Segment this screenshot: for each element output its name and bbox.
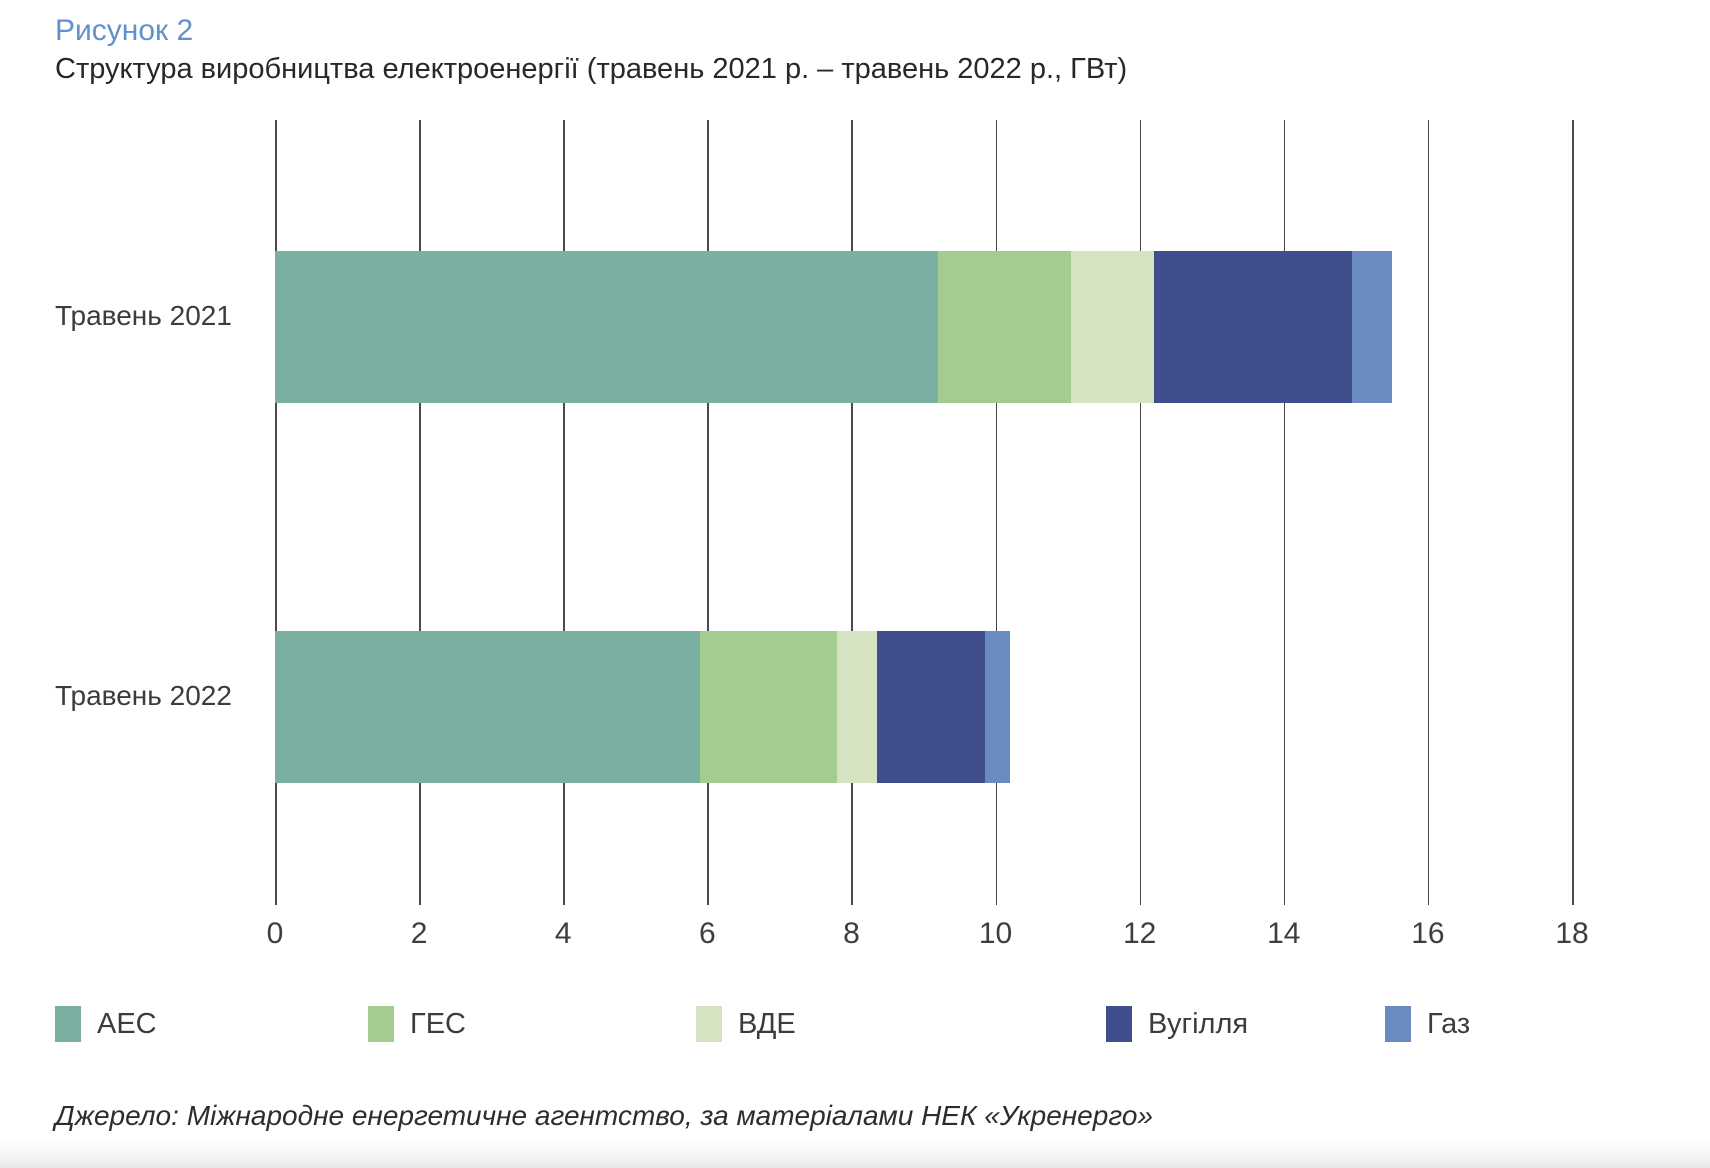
gridline-x-18 (1572, 120, 1574, 905)
x-tick-label-0: 0 (266, 917, 284, 950)
figure-label: Рисунок 2 (55, 14, 194, 47)
gridline-x-8 (851, 120, 853, 905)
bar-segment-АЕС-Травень-2022 (275, 631, 701, 783)
x-tick-label-4: 4 (554, 917, 572, 950)
gridline-x-4 (563, 120, 565, 905)
x-tick-label-8: 8 (843, 917, 860, 950)
page-bottom-shadow (0, 1140, 1710, 1168)
x-tick-label-12: 12 (1122, 917, 1157, 950)
x-tick-label-2: 2 (410, 917, 428, 950)
gridline-x-6 (707, 120, 709, 905)
x-tick-label-14: 14 (1267, 917, 1301, 950)
category-label-2: Травень 2022 (55, 680, 232, 711)
x-tick-label-10: 10 (978, 917, 1013, 950)
legend-label-Вугілля: Вугілля (1148, 1007, 1249, 1040)
bar-segment-ВДЕ-Травень-2022 (837, 631, 877, 783)
gridline-x-14 (1283, 120, 1286, 905)
legend-item-ГЕС: ГЕС (368, 1006, 466, 1042)
bar-segment-Вугілля-Травень-2021 (1154, 251, 1353, 403)
legend-item-АЕС: АЕС (55, 1006, 157, 1042)
gridline-x-12 (1139, 120, 1142, 905)
legend-label-ГЕС: ГЕС (410, 1007, 466, 1040)
bar-segment-Вугілля-Травень-2022 (876, 631, 985, 783)
gridline-x-0 (275, 120, 277, 905)
bar-row-2 (275, 631, 1572, 783)
legend-item-Вугілля: Вугілля (1106, 1006, 1248, 1042)
bar-segment-Газ-Травень-2022 (984, 631, 1010, 783)
legend-swatch-Вугілля (1106, 1006, 1132, 1042)
bar-segment-Газ-Травень-2021 (1352, 251, 1392, 403)
x-tick-label-6: 6 (698, 917, 716, 950)
gridline-x-2 (419, 120, 421, 905)
plot-area (275, 120, 1574, 905)
source-note: Джерело: Міжнародне енергетичне агентств… (55, 1100, 1153, 1131)
legend-label-ВДЕ: ВДЕ (738, 1007, 796, 1040)
legend-swatch-Газ (1385, 1006, 1411, 1042)
legend-item-ВДЕ: ВДЕ (696, 1006, 796, 1042)
bar-segment-ГЕС-Травень-2022 (700, 631, 838, 783)
x-tick-label-18: 18 (1555, 917, 1589, 950)
bar-segment-АЕС-Травень-2021 (275, 251, 938, 403)
bar-segment-ВДЕ-Травень-2021 (1071, 251, 1155, 403)
bar-row-1 (275, 251, 1572, 403)
legend-swatch-ВДЕ (696, 1006, 722, 1042)
legend-swatch-ГЕС (368, 1006, 394, 1042)
x-tick-label-16: 16 (1411, 917, 1445, 950)
gridline-x-16 (1427, 120, 1430, 905)
bar-segment-ГЕС-Травень-2021 (937, 251, 1072, 403)
legend-label-Газ: Газ (1427, 1007, 1471, 1040)
category-label-1: Травень 2021 (55, 300, 232, 331)
legend-label-АЕС: АЕС (97, 1007, 157, 1040)
legend-item-Газ: Газ (1385, 1006, 1470, 1042)
legend: АЕС ГЕС ВДЕ Вугілля Газ (0, 1006, 1710, 1050)
gridline-x-10 (995, 120, 998, 905)
legend-swatch-АЕС (55, 1006, 81, 1042)
figure-title: Структура виробництва електроенергії (тр… (55, 53, 1128, 85)
